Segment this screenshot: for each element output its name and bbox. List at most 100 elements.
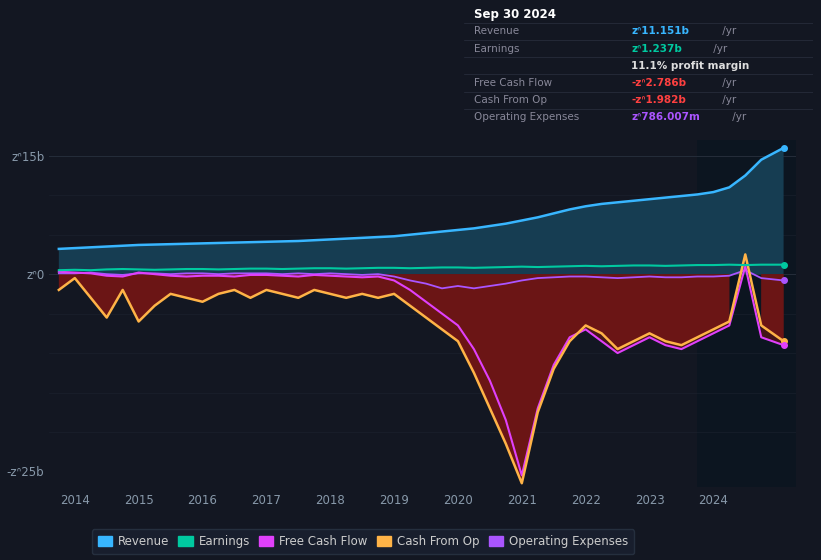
Cash From Op — [134, 318, 144, 325]
Earnings — [389, 264, 399, 271]
Cash From Op — [741, 251, 750, 258]
Free Cash Flow — [597, 338, 607, 344]
Operating Expenses — [277, 271, 287, 278]
Earnings — [469, 264, 479, 271]
Cash From Op — [245, 295, 255, 301]
Cash From Op — [230, 287, 240, 293]
Operating Expenses — [325, 270, 335, 277]
Text: -zᐢ2.786b: -zᐢ2.786b — [631, 78, 686, 88]
Operating Expenses — [357, 272, 367, 278]
Free Cash Flow — [70, 269, 80, 276]
Cash From Op — [261, 287, 271, 293]
Earnings — [644, 262, 654, 269]
Earnings — [149, 267, 159, 273]
Earnings — [374, 264, 383, 271]
Cash From Op — [117, 287, 127, 293]
Free Cash Flow — [261, 272, 271, 278]
Operating Expenses — [293, 270, 303, 277]
Operating Expenses — [724, 272, 734, 279]
Operating Expenses — [501, 280, 511, 287]
Cash From Op — [198, 298, 208, 305]
Revenue — [724, 184, 734, 191]
Revenue — [149, 241, 159, 248]
Free Cash Flow — [644, 334, 654, 340]
Earnings — [501, 264, 511, 270]
Earnings — [629, 262, 639, 269]
Revenue — [565, 206, 575, 213]
Free Cash Flow — [181, 273, 191, 280]
Operating Expenses — [405, 277, 415, 284]
Free Cash Flow — [198, 272, 208, 279]
Cash From Op — [533, 409, 543, 416]
Text: Earnings: Earnings — [475, 44, 520, 54]
Operating Expenses — [612, 275, 622, 282]
Cash From Op — [293, 295, 303, 301]
Earnings — [261, 265, 271, 272]
Earnings — [54, 267, 64, 274]
Operating Expenses — [149, 270, 159, 277]
Earnings — [213, 266, 223, 273]
Operating Expenses — [565, 273, 575, 280]
Cash From Op — [166, 291, 176, 297]
Free Cash Flow — [437, 310, 447, 317]
Free Cash Flow — [677, 346, 686, 352]
Text: -zᐢ1.982b: -zᐢ1.982b — [631, 95, 686, 105]
Cash From Op — [86, 295, 96, 301]
Free Cash Flow — [213, 272, 223, 279]
Earnings — [230, 265, 240, 272]
Earnings — [548, 263, 558, 270]
Revenue — [421, 230, 431, 236]
Free Cash Flow — [469, 346, 479, 352]
Operating Expenses — [469, 285, 479, 292]
Operating Expenses — [261, 270, 271, 277]
Cash From Op — [692, 334, 702, 340]
Text: /yr: /yr — [729, 113, 746, 123]
Earnings — [597, 263, 607, 269]
Revenue — [293, 237, 303, 244]
Free Cash Flow — [134, 269, 144, 276]
Free Cash Flow — [166, 272, 176, 279]
Earnings — [778, 262, 788, 268]
Earnings — [453, 264, 463, 271]
Operating Expenses — [245, 270, 255, 277]
Revenue — [86, 244, 96, 251]
Cash From Op — [644, 330, 654, 337]
Free Cash Flow — [230, 273, 240, 280]
Text: Free Cash Flow: Free Cash Flow — [475, 78, 553, 88]
Earnings — [277, 265, 287, 272]
Free Cash Flow — [310, 272, 319, 278]
Free Cash Flow — [661, 342, 671, 348]
Text: zᐢ786.007m: zᐢ786.007m — [631, 113, 700, 123]
Operating Expenses — [342, 271, 351, 278]
Revenue — [644, 196, 654, 203]
Operating Expenses — [213, 271, 223, 278]
Revenue — [485, 223, 495, 230]
Free Cash Flow — [778, 342, 788, 348]
Free Cash Flow — [54, 268, 64, 275]
Operating Expenses — [421, 280, 431, 287]
Operating Expenses — [86, 269, 96, 276]
Operating Expenses — [629, 274, 639, 281]
Text: zᐢ1.237b: zᐢ1.237b — [631, 44, 682, 54]
Free Cash Flow — [629, 342, 639, 348]
Revenue — [261, 239, 271, 245]
Cash From Op — [548, 366, 558, 372]
Free Cash Flow — [565, 334, 575, 340]
Line: Free Cash Flow: Free Cash Flow — [59, 266, 783, 475]
Earnings — [756, 262, 766, 268]
Free Cash Flow — [612, 349, 622, 356]
Operating Expenses — [580, 273, 590, 280]
Earnings — [661, 263, 671, 269]
Free Cash Flow — [405, 287, 415, 293]
Revenue — [54, 245, 64, 252]
Free Cash Flow — [149, 271, 159, 278]
Revenue — [325, 236, 335, 243]
Cash From Op — [421, 314, 431, 321]
Free Cash Flow — [342, 273, 351, 280]
Revenue — [677, 193, 686, 199]
Operating Expenses — [166, 271, 176, 278]
Operating Expenses — [709, 273, 718, 280]
Cash From Op — [661, 338, 671, 344]
Legend: Revenue, Earnings, Free Cash Flow, Cash From Op, Operating Expenses: Revenue, Earnings, Free Cash Flow, Cash … — [92, 529, 635, 554]
Free Cash Flow — [692, 338, 702, 344]
